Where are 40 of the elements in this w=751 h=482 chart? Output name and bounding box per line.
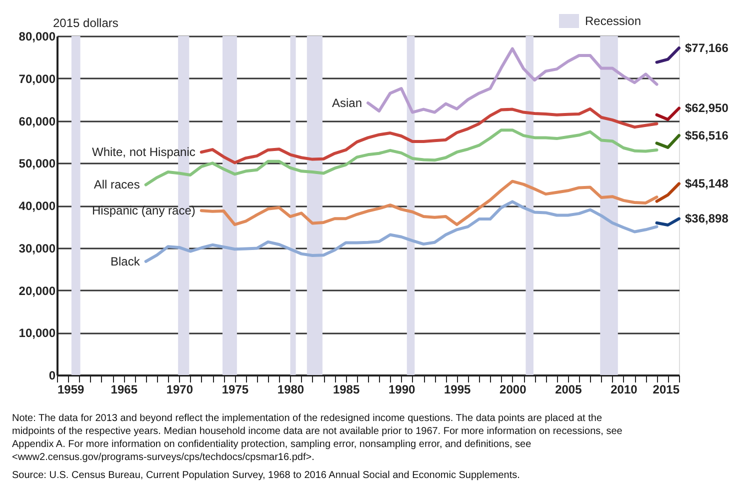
data-label: $77,166 bbox=[685, 41, 729, 56]
line-series bbox=[200, 107, 658, 164]
x-tick-label: 1990 bbox=[388, 382, 416, 396]
data-label: $62,950 bbox=[685, 101, 729, 116]
x-tick-label: 1975 bbox=[222, 382, 249, 396]
series-label: Hispanic (any race) bbox=[92, 204, 196, 218]
text: Note: The data for 2013 and beyond reflect the implementation of the redesigned income questions. The data points are placed at the midpoints of the respective years. Median household income data are not available prior to 1967. For more information on recessions, see Appendix A. For more information on confidentiality protection, sampling error, nonsampling error, and definitions, see <www2.census.gov/programs-surveys/cps/techdocs/cpsmar16.pdf>. bbox=[12, 413, 623, 463]
series-label: All races bbox=[94, 178, 140, 192]
data-label: $36,898 bbox=[685, 212, 729, 226]
series-label: White, not Hispanic bbox=[92, 145, 196, 160]
y-tick-label: 10,000 bbox=[18, 326, 56, 340]
x-tick-label: 1959 bbox=[58, 382, 85, 396]
y-axis-title: 2015 dollars bbox=[53, 16, 118, 30]
data-label: $45,148 bbox=[685, 176, 729, 191]
y-tick-label: 40,000 bbox=[18, 199, 56, 213]
data-label: $56,516 bbox=[685, 128, 729, 143]
y-tick-label: 0 bbox=[48, 368, 56, 382]
series-label: Black bbox=[110, 254, 141, 268]
x-tick-label: 1965 bbox=[110, 382, 138, 396]
x-tick-label: 2015 bbox=[652, 382, 680, 396]
legend-label: Recession bbox=[585, 14, 642, 28]
series-label: Asian bbox=[332, 96, 362, 110]
y-tick-label: 50,000 bbox=[18, 156, 56, 171]
x-tick-label: 2010 bbox=[610, 382, 638, 396]
y-tick-label: 20,000 bbox=[18, 284, 56, 298]
source-note: Source: U.S. Census Bureau, Current Population Survey, 1968 to 2016 Annual Social and Economic Supplements. bbox=[12, 470, 520, 481]
x-tick-label: 2000 bbox=[500, 382, 527, 396]
line-series bbox=[366, 47, 658, 114]
x-tick-label: 1970 bbox=[166, 382, 194, 396]
y-tick-label: 60,000 bbox=[18, 114, 56, 128]
x-tick-label: 2005 bbox=[555, 382, 582, 396]
y-tick-label: 80,000 bbox=[18, 30, 56, 44]
x-tick-label: 1985 bbox=[332, 382, 360, 396]
line-series bbox=[144, 128, 658, 186]
line-series bbox=[144, 200, 658, 263]
y-tick-label: 30,000 bbox=[18, 241, 56, 256]
x-tick-label: 1995 bbox=[444, 382, 472, 396]
y-tick-label: 70,000 bbox=[18, 72, 56, 86]
x-tick-label: 1980 bbox=[277, 382, 304, 396]
line-series bbox=[200, 180, 658, 226]
